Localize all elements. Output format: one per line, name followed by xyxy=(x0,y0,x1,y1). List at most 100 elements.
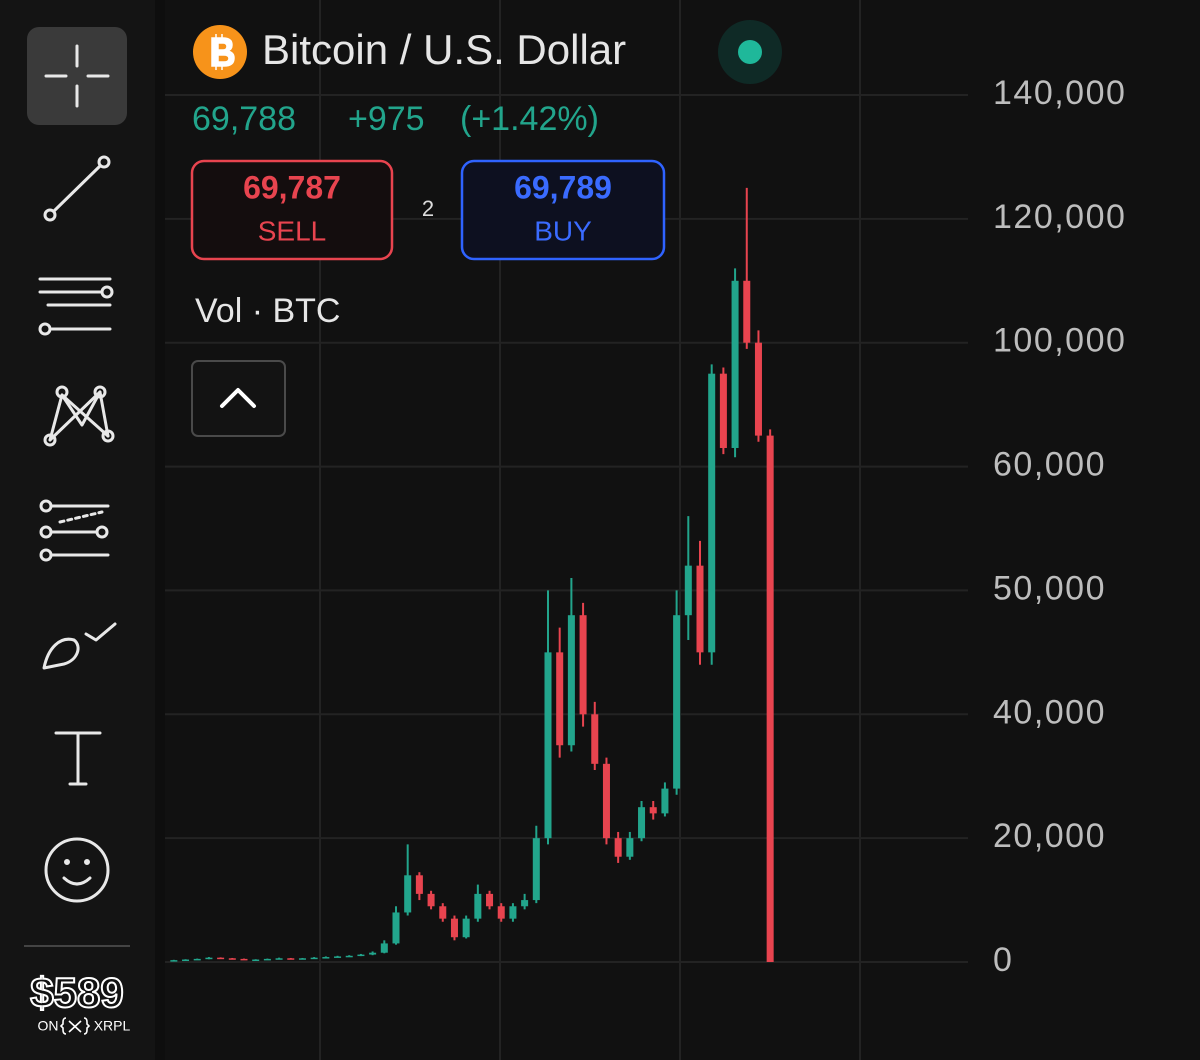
candles xyxy=(170,187,774,962)
candle-body xyxy=(462,918,470,938)
collapse-button[interactable] xyxy=(191,360,286,437)
candle xyxy=(626,831,634,860)
candle-body xyxy=(170,960,178,962)
candle-body xyxy=(427,893,435,907)
crosshair-tool[interactable] xyxy=(27,27,127,125)
candle xyxy=(263,958,271,961)
candle xyxy=(427,890,435,910)
candle xyxy=(217,957,225,960)
candle-body xyxy=(556,652,564,746)
buy-price: 69,789 xyxy=(514,169,612,205)
candle xyxy=(638,800,646,842)
candle xyxy=(754,330,762,442)
candle xyxy=(532,825,540,904)
brush-tool[interactable] xyxy=(42,622,117,670)
candle-body xyxy=(439,906,447,919)
candle xyxy=(719,367,727,455)
candle xyxy=(193,958,201,961)
candle xyxy=(497,903,505,922)
candle xyxy=(602,757,610,845)
candle-body xyxy=(252,959,260,962)
candle xyxy=(673,590,681,795)
emoji-tool[interactable] xyxy=(44,837,110,903)
candle xyxy=(287,957,295,960)
candle-body xyxy=(544,652,552,839)
text-tool[interactable] xyxy=(54,731,102,786)
y-tick-label: 20,000 xyxy=(993,817,1106,855)
candle xyxy=(205,957,213,960)
candle-body xyxy=(673,615,681,789)
candle-body xyxy=(766,435,774,962)
candle-body xyxy=(263,958,271,961)
candle xyxy=(743,187,751,349)
bitcoin-glyph xyxy=(211,34,235,70)
candle xyxy=(661,782,669,817)
candle-body xyxy=(228,958,236,960)
candle xyxy=(614,831,622,863)
price-change: +975 xyxy=(348,100,425,138)
candle xyxy=(567,578,575,752)
candle-body xyxy=(287,958,295,960)
candle-body xyxy=(392,912,400,944)
candle-body xyxy=(380,943,388,953)
candle xyxy=(369,951,377,956)
prediction-tool[interactable] xyxy=(39,499,110,562)
candle xyxy=(486,890,494,910)
candle xyxy=(415,872,423,901)
candle-body xyxy=(626,838,634,857)
y-tick-label: 50,000 xyxy=(993,569,1106,607)
candle-body xyxy=(217,957,225,960)
pattern-tool[interactable] xyxy=(43,385,115,447)
fib-tool[interactable] xyxy=(38,277,114,336)
volume-label: Vol · BTC xyxy=(195,292,340,330)
candle xyxy=(521,893,529,910)
candle-body xyxy=(369,952,377,955)
candle xyxy=(462,915,470,939)
candle xyxy=(708,364,716,665)
candle-body xyxy=(696,565,704,653)
candle-body xyxy=(310,957,318,960)
trend-line-tool[interactable] xyxy=(43,155,111,222)
y-axis: 0 20,000 40,000 50,000 60,000 100,000 120,000 1… xyxy=(993,74,1126,979)
xrpl-logo xyxy=(59,1017,91,1035)
candle-body xyxy=(450,918,458,938)
candle-body xyxy=(298,958,306,960)
candle xyxy=(228,957,236,960)
candle-body xyxy=(404,875,412,913)
crosshair-icon xyxy=(44,44,110,108)
candle-body xyxy=(497,906,505,919)
candle xyxy=(240,958,248,961)
candle-body xyxy=(334,956,342,958)
candle-body xyxy=(591,714,599,764)
y-tick-label: 100,000 xyxy=(993,322,1126,360)
buy-label: BUY xyxy=(534,215,592,246)
candle-body xyxy=(731,280,739,448)
candle-body xyxy=(182,959,190,962)
sell-price: 69,787 xyxy=(243,169,341,205)
buy-button[interactable] xyxy=(460,159,666,261)
candle-body xyxy=(205,957,213,960)
candle-body xyxy=(684,565,692,616)
candle-body xyxy=(322,957,330,959)
y-tick-label: 60,000 xyxy=(993,446,1106,484)
candle-body xyxy=(509,906,517,919)
candle xyxy=(252,959,260,962)
candle-body xyxy=(614,838,622,857)
candle-body xyxy=(649,807,657,814)
candle xyxy=(322,956,330,959)
sell-label: SELL xyxy=(258,215,327,246)
candle xyxy=(649,800,657,820)
candle xyxy=(310,957,318,960)
candle-body xyxy=(275,958,283,960)
candle-body xyxy=(193,958,201,961)
market-status-dot xyxy=(738,40,762,64)
sell-button[interactable] xyxy=(190,159,394,261)
candle xyxy=(579,602,587,727)
candle-body xyxy=(415,875,423,894)
candle xyxy=(509,903,517,922)
candle-body xyxy=(719,373,727,448)
price-change-percent: (+1.42%) xyxy=(460,100,599,138)
candle xyxy=(544,590,552,845)
candle xyxy=(684,516,692,640)
y-tick-label: 0 xyxy=(993,941,1013,979)
